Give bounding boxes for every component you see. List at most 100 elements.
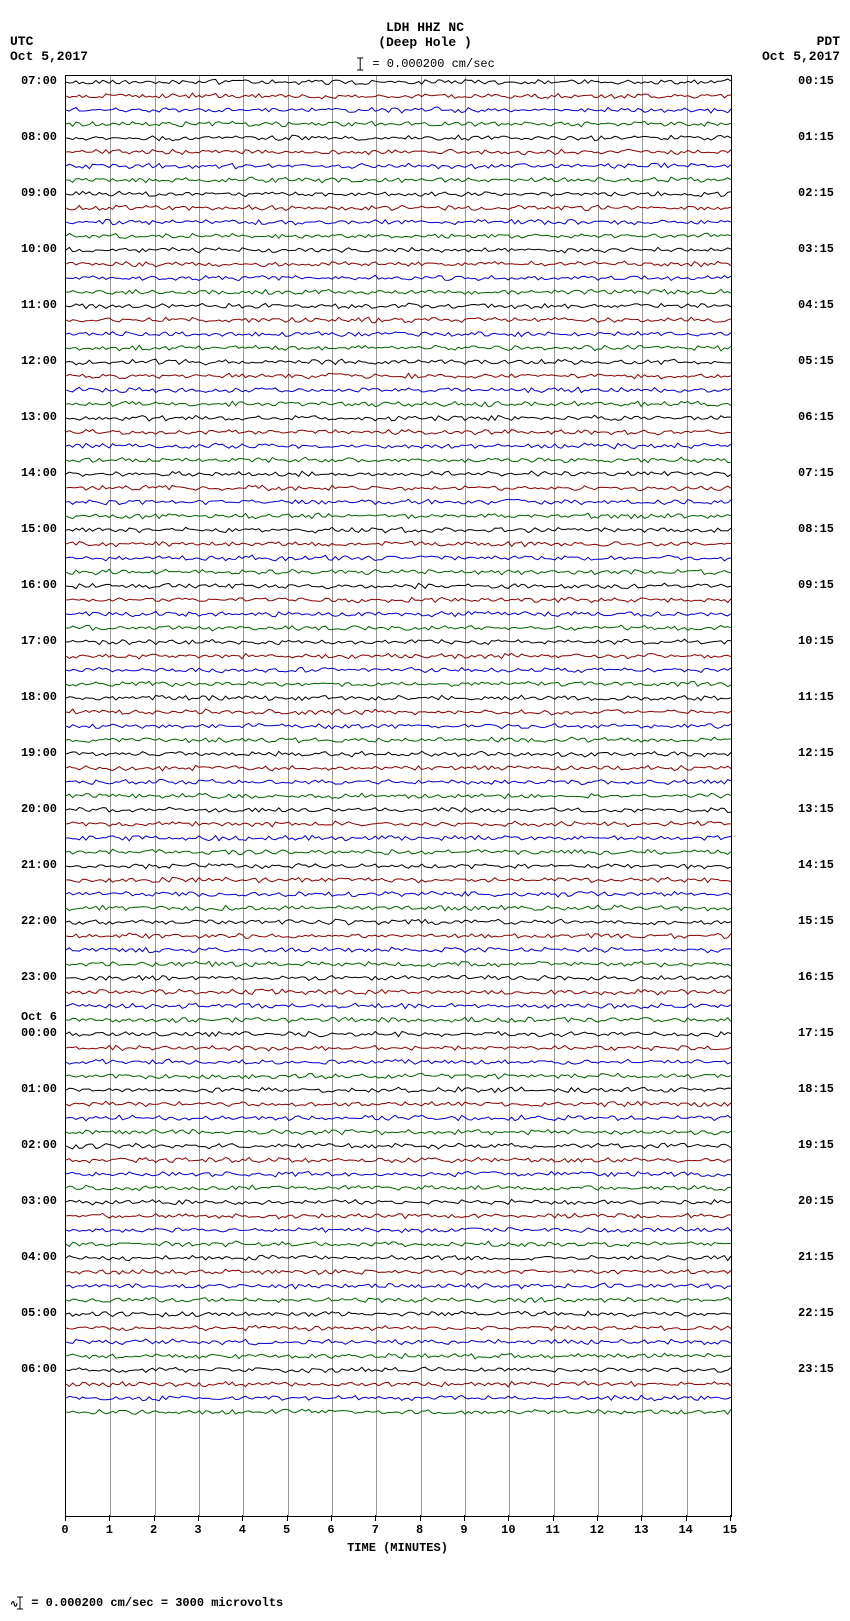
x-tick [508, 1515, 509, 1521]
seismic-trace [66, 145, 731, 159]
x-tick-label: 11 [545, 1523, 559, 1537]
seismic-trace [66, 75, 731, 89]
seismic-trace [66, 971, 731, 985]
x-tick [597, 1515, 598, 1521]
seismic-trace [66, 943, 731, 957]
seismic-trace [66, 1293, 731, 1307]
seismic-trace [66, 481, 731, 495]
seismic-trace [66, 1111, 731, 1125]
seismogram-chart-box [65, 75, 732, 1517]
seismic-trace [66, 579, 731, 593]
seismic-trace [66, 649, 731, 663]
seismic-trace [66, 131, 731, 145]
seismic-trace [66, 257, 731, 271]
seismic-trace [66, 705, 731, 719]
seismic-trace [66, 901, 731, 915]
utc-time-label: 16:00 [21, 578, 57, 592]
seismic-trace [66, 523, 731, 537]
x-tick-label: 10 [501, 1523, 515, 1537]
seismic-trace [66, 999, 731, 1013]
seismic-trace [66, 803, 731, 817]
station-location: (Deep Hole ) [355, 35, 495, 50]
seismic-trace [66, 1377, 731, 1391]
x-tick [109, 1515, 110, 1521]
seismic-trace [66, 1083, 731, 1097]
seismic-trace [66, 789, 731, 803]
seismic-trace [66, 201, 731, 215]
seismic-trace [66, 1349, 731, 1363]
utc-time-label: 19:00 [21, 746, 57, 760]
x-tick-label: 9 [460, 1523, 467, 1537]
seismic-trace [66, 551, 731, 565]
header-center-block: LDH HHZ NC (Deep Hole ) = 0.000200 cm/se… [355, 20, 495, 72]
x-tick [730, 1515, 731, 1521]
seismic-trace [66, 411, 731, 425]
x-tick [553, 1515, 554, 1521]
left-date: Oct 5,2017 [10, 49, 88, 64]
x-tick [420, 1515, 421, 1521]
seismic-trace [66, 593, 731, 607]
seismic-trace [66, 1125, 731, 1139]
seismic-trace [66, 1195, 731, 1209]
pdt-time-label: 12:15 [798, 746, 834, 760]
seismic-trace [66, 1181, 731, 1195]
pdt-time-label: 11:15 [798, 690, 834, 704]
seismic-trace [66, 383, 731, 397]
utc-time-label: 15:00 [21, 522, 57, 536]
seismic-trace [66, 607, 731, 621]
x-tick [198, 1515, 199, 1521]
seismic-trace [66, 173, 731, 187]
utc-time-labels: 07:0008:0009:0010:0011:0012:0013:0014:00… [10, 75, 60, 1545]
pdt-time-label: 15:15 [798, 914, 834, 928]
seismic-trace [66, 1097, 731, 1111]
seismic-trace [66, 369, 731, 383]
pdt-time-label: 10:15 [798, 634, 834, 648]
seismic-trace [66, 243, 731, 257]
seismic-trace [66, 1167, 731, 1181]
seismic-trace [66, 733, 731, 747]
seismic-trace [66, 1209, 731, 1223]
seismic-trace [66, 635, 731, 649]
seismic-trace [66, 159, 731, 173]
seismic-trace [66, 89, 731, 103]
seismic-trace [66, 299, 731, 313]
utc-time-label: 18:00 [21, 690, 57, 704]
utc-time-label: 13:00 [21, 410, 57, 424]
header-right-block: PDT Oct 5,2017 [762, 34, 840, 64]
seismic-trace [66, 817, 731, 831]
seismic-trace [66, 915, 731, 929]
utc-time-label: 06:00 [21, 1362, 57, 1376]
seismic-trace [66, 103, 731, 117]
pdt-time-label: 02:15 [798, 186, 834, 200]
seismic-trace [66, 229, 731, 243]
x-tick-label: 14 [678, 1523, 692, 1537]
pdt-time-label: 06:15 [798, 410, 834, 424]
pdt-time-label: 04:15 [798, 298, 834, 312]
x-tick-label: 3 [194, 1523, 201, 1537]
seismic-trace [66, 929, 731, 943]
seismic-trace [66, 957, 731, 971]
seismic-trace [66, 1321, 731, 1335]
seismic-trace [66, 1153, 731, 1167]
seismic-trace [66, 663, 731, 677]
seismic-trace [66, 327, 731, 341]
seismic-trace [66, 187, 731, 201]
utc-time-label: 02:00 [21, 1138, 57, 1152]
utc-time-label: 21:00 [21, 858, 57, 872]
seismic-trace [66, 285, 731, 299]
seismic-trace [66, 1013, 731, 1027]
pdt-time-label: 22:15 [798, 1306, 834, 1320]
seismic-trace [66, 397, 731, 411]
seismic-trace [66, 747, 731, 761]
utc-time-label: Oct 6 [21, 1010, 57, 1024]
seismic-trace [66, 1223, 731, 1237]
x-tick-label: 13 [634, 1523, 648, 1537]
footer-scale: ∿ = 0.000200 cm/sec = 3000 microvolts [10, 1595, 840, 1611]
pdt-time-label: 07:15 [798, 466, 834, 480]
utc-time-label: 14:00 [21, 466, 57, 480]
utc-time-label: 01:00 [21, 1082, 57, 1096]
seismic-trace [66, 1391, 731, 1405]
seismic-trace [66, 859, 731, 873]
pdt-time-label: 18:15 [798, 1082, 834, 1096]
x-tick [287, 1515, 288, 1521]
